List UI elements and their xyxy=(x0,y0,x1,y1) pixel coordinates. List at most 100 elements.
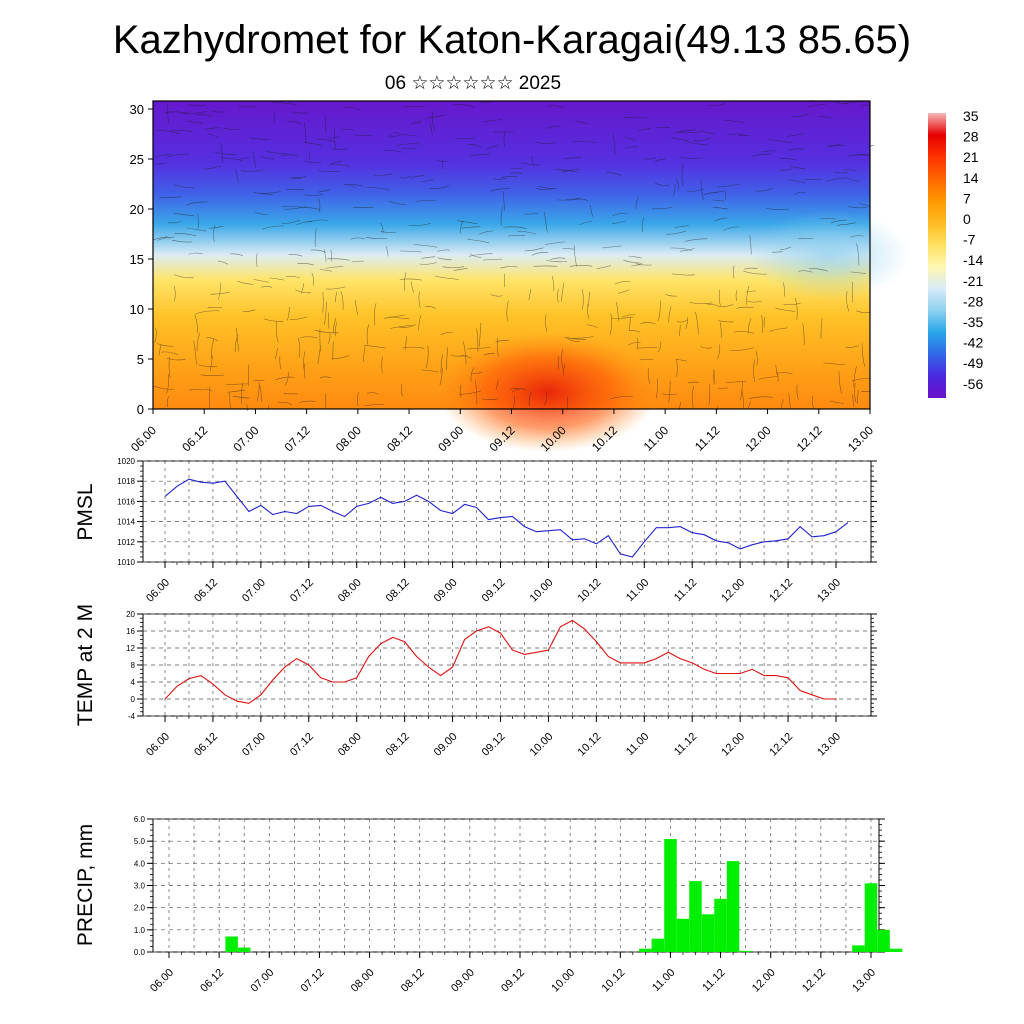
streamline xyxy=(834,101,849,105)
streamline xyxy=(641,217,645,233)
streamline xyxy=(850,235,864,238)
streamline xyxy=(685,141,707,145)
streamline xyxy=(769,327,788,332)
streamline xyxy=(164,111,188,114)
streamline xyxy=(281,219,300,224)
streamline xyxy=(237,157,249,160)
streamline xyxy=(476,328,479,352)
streamline xyxy=(808,103,827,108)
streamline xyxy=(823,362,845,366)
colorbar-label: -28 xyxy=(963,293,983,309)
streamline xyxy=(344,184,363,187)
x-tick-label: 06.12 xyxy=(179,423,210,454)
streamline xyxy=(827,177,849,182)
streamline xyxy=(528,391,532,407)
streamline xyxy=(747,300,762,303)
streamline xyxy=(857,390,859,404)
x-tick-label: 06.12 xyxy=(192,577,220,605)
streamline xyxy=(333,317,337,334)
streamline xyxy=(260,155,275,160)
streamline xyxy=(479,322,482,347)
streamline xyxy=(503,129,506,147)
streamline xyxy=(575,121,588,125)
streamline xyxy=(621,313,636,318)
streamline xyxy=(703,192,719,196)
precip-bar xyxy=(225,936,238,952)
streamline xyxy=(670,137,690,141)
streamline xyxy=(712,206,729,210)
streamline xyxy=(327,258,350,261)
page-subtitle: 06 ☆☆☆☆☆☆ 2025 xyxy=(384,73,562,94)
streamline xyxy=(256,253,258,268)
precip-bar xyxy=(889,948,903,952)
streamline xyxy=(590,205,594,217)
streamline xyxy=(280,154,298,157)
streamline xyxy=(280,206,304,208)
streamline xyxy=(684,238,708,242)
y-tick-label: 1010 xyxy=(117,558,135,567)
streamline xyxy=(185,120,203,124)
streamline xyxy=(563,157,582,160)
colorbar-label: 28 xyxy=(963,129,979,145)
x-tick-label: 12.12 xyxy=(767,731,795,759)
streamline xyxy=(286,189,305,191)
streamline xyxy=(847,206,868,209)
streamline xyxy=(717,344,721,359)
streamline xyxy=(296,221,313,225)
streamline xyxy=(275,376,295,381)
streamline xyxy=(851,378,871,382)
streamline xyxy=(612,133,616,154)
streamline xyxy=(845,101,864,104)
colorbar-label: -14 xyxy=(963,252,983,268)
streamline xyxy=(817,116,832,119)
precip-bar xyxy=(864,883,878,952)
streamline xyxy=(403,272,407,291)
precip-bar xyxy=(664,839,677,952)
streamline xyxy=(209,386,211,409)
streamline xyxy=(256,381,260,402)
streamline xyxy=(429,185,450,189)
streamline xyxy=(565,197,579,201)
streamline xyxy=(388,134,401,137)
x-tick-label: 08.12 xyxy=(384,731,412,759)
streamline xyxy=(479,230,493,235)
streamline xyxy=(572,141,597,143)
streamline xyxy=(783,302,801,306)
precip-bar xyxy=(714,898,727,952)
x-tick-label: 11.00 xyxy=(641,423,672,454)
streamline xyxy=(748,318,752,334)
streamline xyxy=(429,122,433,135)
x-tick-label: 12.00 xyxy=(719,731,747,759)
streamline xyxy=(418,315,421,331)
streamline xyxy=(638,127,651,131)
x-tick-label: 11.00 xyxy=(650,967,677,994)
streamline xyxy=(314,228,317,248)
streamline xyxy=(852,394,854,407)
precip-bar xyxy=(237,947,251,952)
cool-region xyxy=(750,210,910,300)
streamline xyxy=(484,353,495,355)
streamline xyxy=(154,327,157,343)
streamline xyxy=(252,151,256,168)
streamline xyxy=(700,178,704,201)
y-tick-label: 4 xyxy=(131,678,136,687)
streamline xyxy=(303,363,306,379)
streamline xyxy=(720,322,722,338)
y-tick-label: 0 xyxy=(137,402,144,417)
x-tick-label: 07.00 xyxy=(240,731,268,759)
streamline xyxy=(561,348,564,369)
streamline xyxy=(159,196,182,199)
streamline xyxy=(686,188,704,193)
streamline xyxy=(672,183,676,197)
y-tick-label: 3.0 xyxy=(134,882,146,891)
y-tick-label: 20 xyxy=(126,610,135,619)
streamline xyxy=(318,198,321,213)
streamline xyxy=(699,129,715,134)
streamline xyxy=(292,111,308,114)
streamline xyxy=(173,274,194,279)
x-tick-label: 07.00 xyxy=(248,967,276,995)
x-tick-label: 07.00 xyxy=(240,577,268,605)
x-tick-label: 06.00 xyxy=(148,967,176,995)
streamline xyxy=(156,130,181,135)
streamline xyxy=(298,337,301,358)
